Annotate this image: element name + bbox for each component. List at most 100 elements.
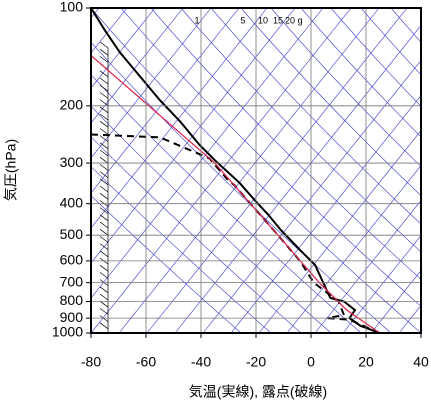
wind-barb: [99, 293, 109, 301]
isotherm-line: [91, 8, 184, 124]
isotherm-line: [91, 8, 268, 229]
isotherm-line: [342, 235, 421, 333]
mixing-ratio-label: 10: [258, 15, 268, 25]
isotherm-line: [174, 25, 421, 333]
isotherm-line: [370, 270, 421, 333]
wind-barb: [99, 185, 109, 193]
wind-barb: [99, 156, 109, 164]
adiabat-line: [240, 8, 421, 197]
mixing-ratio-label: 20: [285, 15, 295, 25]
adiabat-line: [91, 41, 392, 333]
mixing-ratio-label: 1: [194, 15, 199, 25]
profile-line: [91, 55, 381, 333]
wind-barb: [99, 128, 109, 135]
adiabat-line: [91, 74, 362, 333]
wind-barb: [99, 221, 109, 229]
isotherm-line: [91, 8, 324, 299]
wind-barb: [99, 84, 109, 92]
isotherm-line: [91, 8, 296, 264]
wind-barb: [99, 149, 109, 157]
adiabat-line: [180, 8, 421, 253]
adiabat-line: [120, 8, 421, 307]
y-tick-label: 100: [60, 0, 84, 15]
wind-barb: [99, 142, 109, 150]
wind-barb: [99, 322, 109, 330]
adiabat-line: [390, 8, 421, 43]
adiabat-line: [91, 195, 242, 333]
x-tick-label: -20: [246, 354, 266, 370]
y-tick-label: 700: [60, 273, 84, 289]
isotherm-line: [91, 8, 212, 159]
adiabat-line: [150, 8, 421, 280]
isotherm-line: [118, 8, 380, 333]
isotherm-line: [286, 165, 421, 333]
isotherm-line: [230, 95, 421, 333]
wind-barb: [99, 106, 109, 114]
y-tick-label: 200: [60, 97, 84, 113]
background-lines: [91, 8, 431, 333]
y-tick-label: 900: [60, 309, 84, 325]
x-tick-label: -60: [136, 354, 156, 370]
isotherm-line: [314, 200, 421, 333]
y-tick-label: 800: [60, 292, 84, 308]
wind-barb: [99, 272, 109, 279]
y-axis-label: 気圧(hPa): [3, 139, 19, 201]
y-tick-label: 1000: [52, 324, 83, 340]
profiles: [91, 8, 381, 333]
isotherm-line: [427, 8, 431, 333]
mixing-ratio-label: g: [297, 15, 302, 25]
wind-barb: [99, 228, 109, 236]
adiabat-line: [91, 136, 302, 333]
wind-barb: [99, 113, 109, 121]
wind-barb: [99, 315, 109, 322]
adiabat-line: [420, 8, 421, 9]
x-axis-label: 気温(実線), 露点(破線): [189, 384, 327, 400]
isotherm-line: [146, 8, 408, 333]
x-tick-label: -40: [191, 354, 211, 370]
wind-barb: [99, 120, 109, 128]
profile-line: [91, 8, 381, 333]
adiabat-line: [91, 166, 272, 333]
adiabat-line: [210, 8, 421, 225]
wind-barb: [99, 164, 109, 171]
wind-barb: [99, 70, 109, 78]
wind-barb: [99, 264, 109, 272]
wind-barb: [99, 135, 109, 142]
wind-barb: [99, 236, 109, 243]
y-tick-label: 300: [60, 154, 84, 170]
adiabat-line: [360, 8, 421, 76]
x-tick-label: 0: [307, 354, 315, 370]
profile-line: [91, 133, 381, 333]
wind-barb: [99, 77, 109, 85]
y-tick-label: 400: [60, 194, 84, 210]
wind-barb: [99, 171, 109, 178]
wind-barb: [99, 178, 109, 186]
mixing-ratio-label: 5: [240, 15, 245, 25]
adiabat-line: [330, 8, 421, 107]
isotherm-line: [258, 130, 421, 333]
isotherm-line: [202, 60, 421, 333]
wind-barb: [99, 48, 109, 56]
wind-barb: [99, 56, 109, 63]
isotherm-line: [91, 8, 240, 194]
isotherm-line: [398, 305, 421, 333]
adiabat-line: [270, 8, 421, 168]
wind-barb: [99, 92, 109, 99]
mixing-ratio-label: 15: [273, 15, 283, 25]
wind-barb: [99, 250, 109, 258]
x-tick-label: 20: [358, 354, 374, 370]
x-tick-label: 40: [413, 354, 429, 370]
y-tick-label: 500: [60, 226, 84, 242]
plot-frame: [90, 7, 422, 334]
wind-barb: [99, 243, 109, 250]
wind-barb: [99, 207, 109, 214]
x-tick-label: -80: [81, 354, 101, 370]
wind-barb: [99, 99, 109, 106]
wind-barb: [99, 300, 109, 308]
adiabat-line: [91, 105, 332, 333]
wind-barb: [99, 214, 109, 222]
adiabat-line: [91, 8, 421, 333]
wind-barb: [99, 41, 109, 49]
adiabat-line: [300, 8, 421, 138]
